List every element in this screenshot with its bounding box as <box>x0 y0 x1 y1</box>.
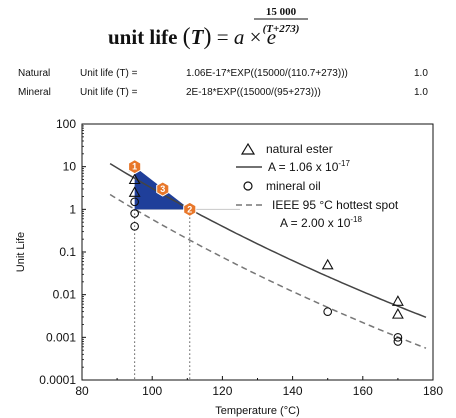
y-tick-label: 1 <box>69 202 76 216</box>
y-tick-label: 0.0001 <box>39 373 76 387</box>
mineral-oil-point <box>393 332 403 342</box>
mineral-oil-point <box>393 337 403 346</box>
formula-lhs: unit life <box>108 25 177 49</box>
x-tick-label: 100 <box>142 384 162 398</box>
formula-numerator: 15 000 <box>266 6 297 18</box>
x-tick-label: 120 <box>212 384 232 398</box>
marker-3-label: 3 <box>160 184 165 194</box>
formula-a: a <box>234 25 245 49</box>
mineral-oil-point <box>130 197 139 207</box>
formula-denominator: (T+273) <box>263 23 300 35</box>
marker-1-badge <box>128 159 142 175</box>
chart: 1 2 3 80 100 120 140 160 180 0.0001 0.001 0.01 0.1 1… <box>15 117 443 417</box>
legend-ieee-line: IEEE 95 °C hottest spot <box>272 198 399 212</box>
mineral-oil-point <box>130 221 139 231</box>
mineral-oil-point <box>323 307 333 316</box>
x-tick-label: 160 <box>353 384 373 398</box>
legend-natural-ester: natural ester <box>266 142 333 156</box>
curve-mineral-dashed <box>109 193 427 349</box>
y-tick-label: 0.01 <box>53 288 77 302</box>
y-tick-label: 0.001 <box>46 330 76 344</box>
y-tick-label: 10 <box>63 160 77 174</box>
y-axis-label: Unit Life <box>15 232 27 272</box>
natural-ester-point <box>128 173 141 185</box>
marker-2-label: 2 <box>187 204 192 214</box>
natural-ester-point <box>128 186 141 197</box>
row-mineral-expr: 2E-18*EXP((15000/(95+273))) <box>186 87 321 98</box>
marker-3-badge <box>156 181 170 197</box>
natural-ester-point <box>391 307 404 319</box>
natural-ester-point <box>321 258 334 270</box>
formula-var: T <box>191 25 205 49</box>
y-tick-label: 0.1 <box>59 245 76 259</box>
legend-solid-equation: A = 1.06 x 10-17 <box>268 159 351 174</box>
x-tick-label: 180 <box>423 384 443 398</box>
legend-dashed-equation: A = 2.00 x 10-18 <box>280 215 363 230</box>
formula: unit life (T) = a × e 15 000 (T+273) <box>108 6 308 50</box>
row-natural-value: 1.0 <box>414 68 428 79</box>
y-tick-label: 100 <box>56 117 76 131</box>
mineral-oil-point <box>130 209 139 218</box>
row-natural-name: Natural <box>18 68 51 79</box>
row-mineral-name: Mineral <box>18 87 51 98</box>
formula-base: e <box>267 25 276 49</box>
x-tick-label: 140 <box>283 384 303 398</box>
marker-2-badge <box>183 201 197 217</box>
row-mineral-value: 1.0 <box>414 87 428 98</box>
row-natural-label: Unit life (T) = <box>80 68 138 79</box>
formula-times: × <box>250 25 262 49</box>
row-mineral-label: Unit life (T) = <box>80 87 138 98</box>
row-natural-expr: 1.06E-17*EXP((15000/(110.7+273))) <box>186 68 348 79</box>
marker-1-label: 1 <box>132 162 137 172</box>
x-tick-label: 80 <box>75 384 89 398</box>
legend-triangle-marker <box>240 142 256 155</box>
x-axis-label: Temperature (°C) <box>215 405 299 417</box>
svg-text:unit life (T) = a: unit life (T) = a × e <box>108 24 276 50</box>
legend-circle-marker <box>243 181 253 191</box>
legend-mineral-oil: mineral oil <box>266 179 321 193</box>
natural-ester-point <box>391 295 404 306</box>
legend: natural ester A = 1.06 x 10-17 mineral o… <box>236 142 399 230</box>
